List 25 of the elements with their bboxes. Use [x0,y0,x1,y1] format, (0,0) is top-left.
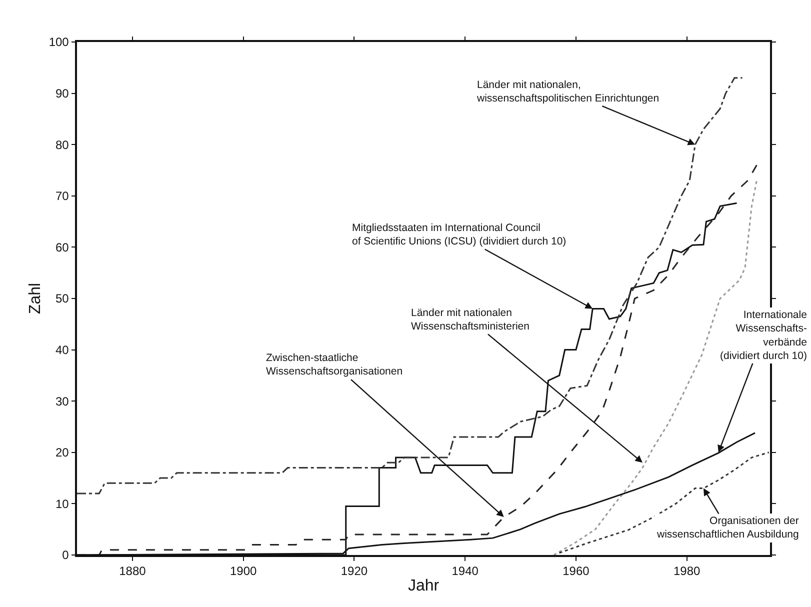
x-tick-label: 1920 [340,564,368,578]
y-tick-label: 40 [55,343,70,357]
x-tick-label: 1960 [562,564,590,578]
y-tick-label: 30 [55,394,70,408]
y-tick-label: 0 [62,548,70,562]
x-axis-title: Jahr [408,577,440,594]
annotation: Länder mit nationalen, wissenschaftspolitischen Einrichtungen [476,79,660,105]
annotation: Länder mit nationalen Wissenschaftsministerien [411,307,530,333]
y-tick-label: 50 [55,292,70,306]
annotation: Organisationen der wissenschaftlichen Ausbildung [656,515,800,541]
x-tick-label: 1980 [673,564,701,578]
y-tick-label: 80 [55,138,70,152]
x-tick-label: 1880 [119,564,146,578]
x-tick-label: 1940 [452,564,479,578]
y-tick-label: 60 [55,240,70,254]
annotation: Zwischen-staatliche Wissenschaftsorganisationen [266,352,403,378]
annotation: Mitgliedsstaaten im International Council of Scientific Unions (ICSU) (dividiert durch 10) [352,222,566,248]
x-tick-label: 1900 [230,564,257,578]
y-tick-label: 20 [55,446,70,460]
y-axis-title: Zahl [27,282,44,314]
annotation: Internationale Wissenschafts- verbände (dividiert durch 10) [720,309,808,362]
y-tick-label: 70 [55,189,70,204]
y-tick-label: 10 [55,496,70,511]
y-tick-label: 90 [55,86,70,100]
y-tick-label: 100 [48,35,70,50]
